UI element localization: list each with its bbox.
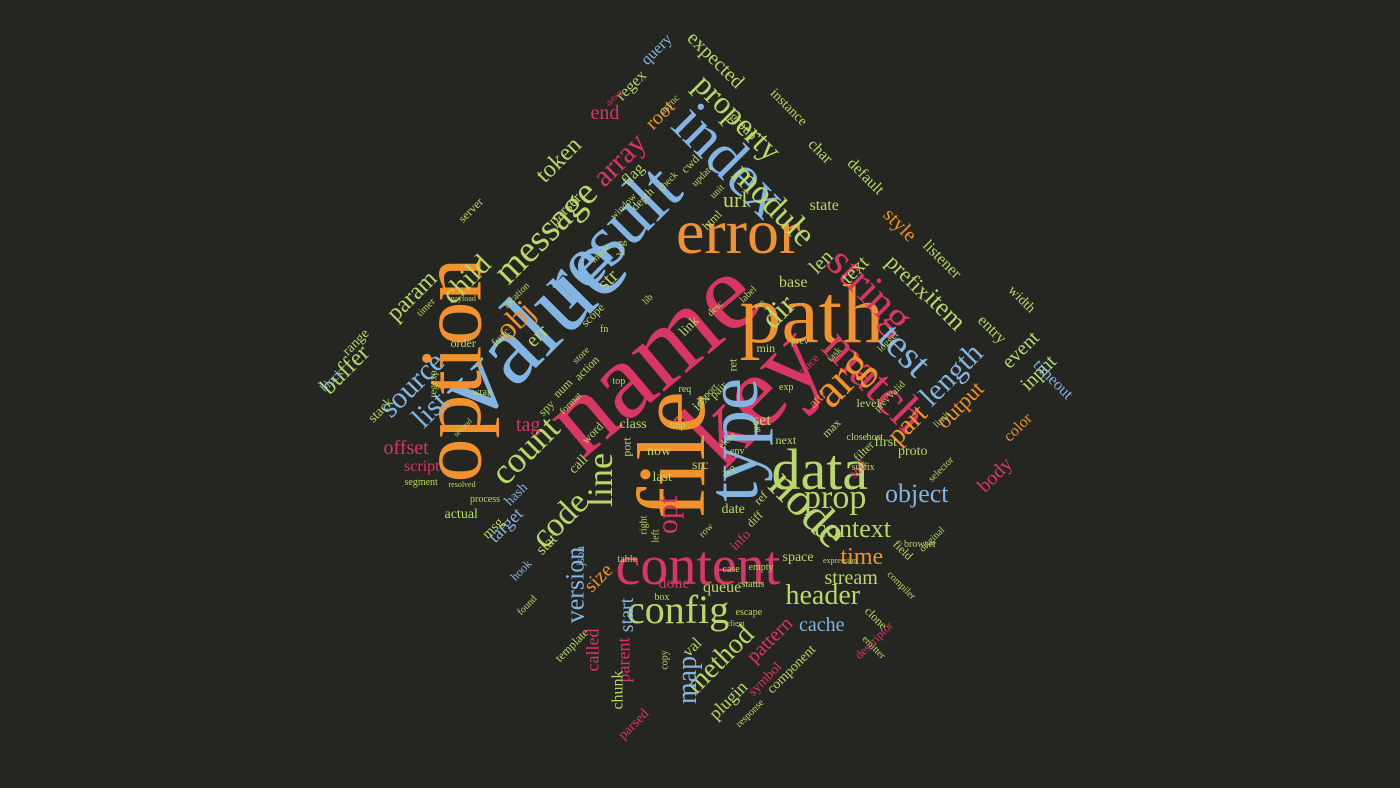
word-char: char — [804, 135, 836, 168]
word-ret: ret — [724, 358, 739, 372]
word-wrap: wrap — [472, 387, 492, 398]
word-next: next — [775, 433, 797, 447]
word-config: config — [627, 587, 730, 632]
word-state: state — [809, 197, 839, 214]
word-right: right — [637, 515, 649, 535]
word-content: content — [615, 535, 781, 597]
word-object: object — [885, 479, 949, 508]
word-level: level — [856, 396, 880, 410]
word-first: first — [874, 435, 898, 450]
word-now: now — [647, 444, 672, 459]
word-instance: instance — [766, 86, 810, 130]
word-process: process — [470, 494, 500, 505]
word-prev: prev — [791, 336, 809, 347]
word-left: left — [650, 529, 662, 543]
word-url: url — [723, 187, 748, 212]
word-expression: expression — [823, 556, 858, 565]
word-tag: tag — [516, 414, 541, 436]
word-hook: hook — [507, 556, 535, 584]
word-case: case — [722, 564, 740, 575]
word-time: time — [840, 544, 884, 570]
word-compiler: compiler — [884, 569, 918, 603]
word-stream: stream — [824, 567, 878, 589]
word-path: path — [739, 268, 885, 361]
word-context: context — [814, 514, 892, 543]
word-style: style — [878, 203, 922, 247]
word-fn: fn — [600, 324, 609, 335]
word-queue: queue — [703, 579, 742, 596]
word-escape: escape — [735, 607, 763, 618]
word-fs: fs — [753, 424, 761, 435]
word-class: class — [619, 417, 647, 432]
word-suffix: suffix — [851, 462, 875, 473]
word-browser: browser — [904, 539, 937, 550]
word-exp: exp — [779, 382, 794, 393]
word-box: box — [654, 592, 670, 603]
word-done: done — [658, 575, 690, 592]
word-cache: cache — [799, 614, 845, 636]
word-port: port — [619, 437, 634, 457]
word-host: host — [866, 432, 884, 443]
word-tmp: tmp — [670, 420, 686, 431]
word-data: data — [771, 437, 869, 502]
word-error: error — [676, 196, 801, 267]
word-segment: segment — [404, 477, 438, 488]
word-copy: copy — [659, 650, 671, 670]
word-proto: proto — [898, 444, 928, 459]
word-log: log — [613, 240, 628, 256]
word-diff: diff — [743, 508, 766, 530]
word-server: server — [454, 194, 486, 226]
word-req: req — [678, 384, 692, 395]
word-top: top — [612, 376, 626, 387]
word-set: set — [753, 412, 771, 429]
word-offset: offset — [383, 437, 429, 459]
word-regexp: regexp — [428, 370, 440, 398]
word-status: status — [741, 579, 765, 590]
word-date: date — [721, 502, 745, 517]
word-query: query — [637, 30, 676, 69]
word-resolved: resolved — [448, 480, 476, 489]
word-order: order — [450, 336, 476, 350]
word-width: width — [1004, 283, 1038, 317]
word-actual: actual — [444, 507, 478, 522]
word-env: env — [730, 446, 745, 457]
word-table: table — [617, 554, 637, 565]
word-chunk: chunk — [609, 670, 627, 710]
word-base: base — [779, 274, 808, 291]
word-src: src — [692, 458, 709, 473]
word-json: json — [573, 545, 588, 567]
word-space: space — [782, 550, 814, 565]
word-last: last — [652, 470, 672, 485]
word-found: found — [514, 593, 539, 618]
word-body: body — [973, 453, 1017, 497]
word-close: close — [846, 432, 868, 443]
word-min: min — [756, 341, 776, 355]
word-end: end — [590, 102, 620, 124]
word-empty: empty — [748, 562, 774, 573]
word-default: default — [843, 154, 888, 199]
word-header: header — [785, 580, 861, 611]
word-script: script — [404, 458, 440, 475]
word-client: client — [727, 619, 745, 628]
word-map: map — [672, 655, 704, 705]
word-payload: payload — [450, 294, 476, 303]
word-color: color — [999, 410, 1036, 446]
word-start: start — [616, 597, 639, 633]
word-prop: prop — [804, 479, 867, 516]
word-entry: entry — [973, 312, 1009, 348]
word-parsed: parsed — [615, 706, 652, 743]
